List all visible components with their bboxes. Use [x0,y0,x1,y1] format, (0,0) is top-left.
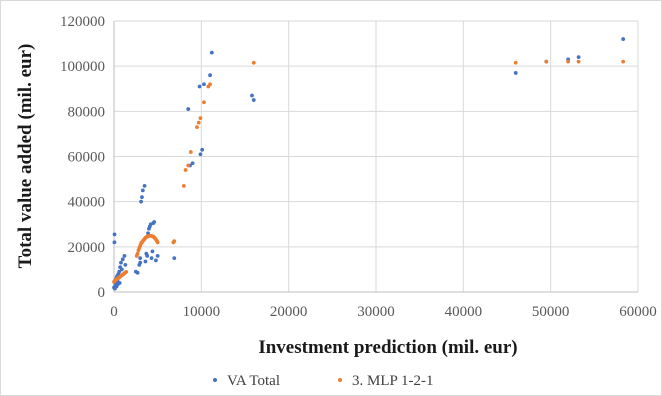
va-total-point [112,240,117,245]
mlp-point [566,59,571,64]
mlp-point [202,100,206,105]
mlp-point [183,168,188,172]
mlp-point [576,59,581,64]
va-total-point [119,260,123,265]
data-points [112,37,626,291]
mlp-point [186,163,191,168]
va-total-point [119,267,124,272]
x-tick-label: 30000 [357,304,395,320]
y-tick-label: 100000 [60,59,105,75]
mlp-point [198,116,203,121]
va-total-point [117,269,122,274]
va-total-point [150,249,155,254]
x-axis-title: Investment prediction (mil. eur) [258,337,517,358]
x-tick-label: 60000 [619,304,657,320]
va-total-point [122,253,127,258]
mlp-point [544,59,549,64]
mlp-point [124,270,129,274]
mlp-point [196,120,201,125]
va-total-point [200,147,205,152]
va-total-point [208,73,212,78]
y-tick-label: 40000 [68,195,106,211]
y-tick-label: 60000 [68,150,106,166]
va-total-point [139,199,143,204]
mlp-point [188,150,193,154]
va-total-point [138,256,143,261]
y-tick-label: 120000 [60,14,105,30]
va-total-point [149,256,154,261]
va-total-point [152,220,157,224]
mlp-point [621,59,626,64]
axis-lines [113,21,638,293]
va-total-point [209,50,214,55]
va-total-point [120,257,125,262]
mlp-point [208,82,212,87]
va-total-point [123,263,128,267]
x-tick-label: 10000 [183,304,221,320]
va-total-point [117,281,122,285]
legend-label-va-total: VA Total [227,373,280,389]
va-total-point [140,195,144,200]
mlp-point [181,183,186,188]
y-tick-label: 20000 [68,240,106,256]
legend: VA Total 3. MLP 1-2-1 [213,373,434,389]
mlp-point [513,60,518,65]
y-tick-label: 80000 [68,104,106,120]
va-total-point [172,256,177,261]
legend-marker-mlp [338,378,342,382]
va-total-point [198,152,203,157]
va-total-point [143,259,148,264]
mlp-point [155,240,160,245]
va-total-point [513,71,518,75]
va-total-point [135,270,140,275]
va-total-point [155,253,160,258]
va-total-point [138,260,143,265]
grid-lines [114,20,639,292]
va-total-point [186,107,191,111]
va-total-point [576,55,581,60]
y-axis-title: Total value added (mil. eur) [15,44,36,269]
va-total-point [190,161,195,166]
x-tick-label: 40000 [445,304,483,320]
va-total-point [250,93,254,98]
va-total-point [621,37,626,41]
va-total-point [145,253,150,258]
va-total-point [154,258,158,263]
x-tick-label: 0 [110,304,118,320]
va-total-point [142,183,147,188]
legend-label-mlp: 3. MLP 1-2-1 [352,373,434,389]
legend-marker-va-total [213,378,217,382]
va-total-point [202,82,206,87]
va-total-point [112,232,117,237]
mlp-point [251,60,256,65]
tick-labels: 0 20000 40000 60000 80000 100000 120000 0 10000 2… [60,14,657,320]
mlp-point [135,251,140,256]
x-tick-label: 50000 [532,304,570,320]
mlp-point [172,239,177,244]
va-total-point [197,84,202,89]
y-tick-label: 0 [98,285,106,301]
mlp-point [195,125,199,130]
va-total-point [140,188,145,193]
va-total-point [251,98,256,102]
x-tick-label: 20000 [270,304,308,320]
